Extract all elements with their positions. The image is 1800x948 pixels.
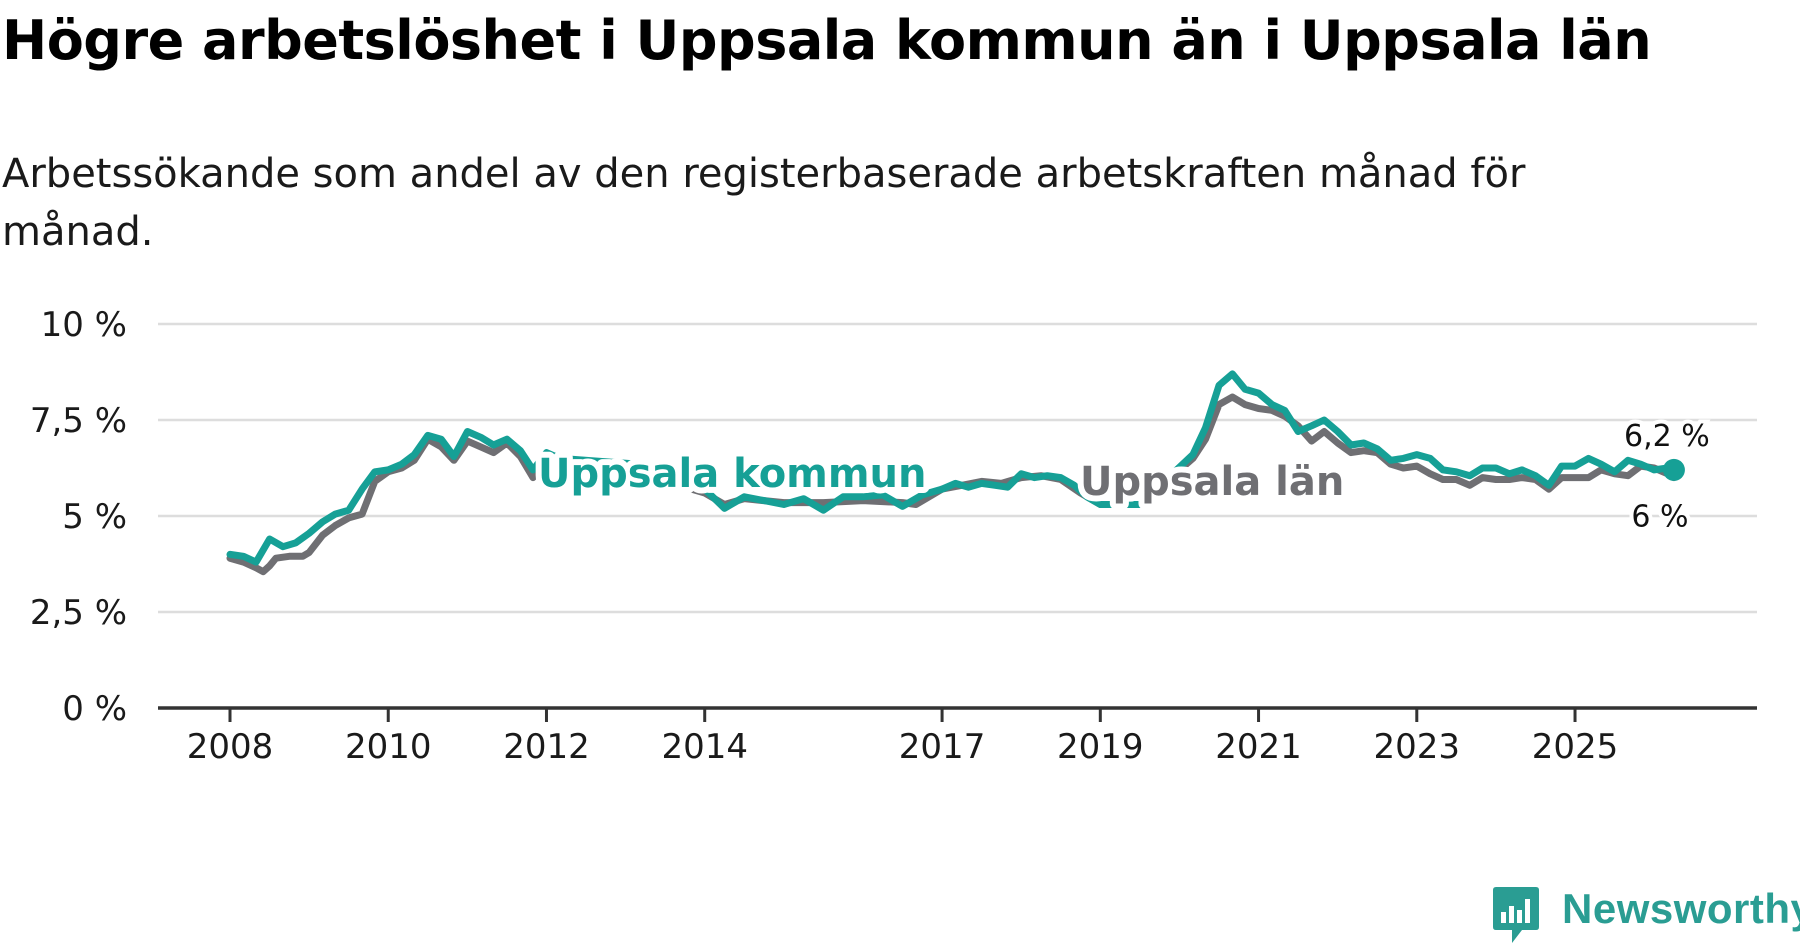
x-tick-label: 2012 [503, 727, 590, 767]
chart-title: Högre arbetslöshet i Uppsala kommun än i… [2, 9, 1652, 72]
brand-name: Newsworthy [1562, 885, 1800, 932]
y-axis-ticks: 0 % 2,5 % 5 % 7,5 % 10 % [30, 305, 127, 729]
x-tick-label: 2017 [899, 727, 986, 767]
y-tick-label: 7,5 % [30, 401, 127, 441]
chart-subtitle: Arbetssökande som andel av den registerb… [2, 151, 1526, 255]
y-tick-label: 0 % [62, 689, 127, 729]
end-value-label-uppsala-kommun: 6,2 % [1624, 419, 1710, 454]
x-tick-label: 2025 [1532, 727, 1619, 767]
x-tick-label: 2010 [345, 727, 432, 767]
series-labels: Uppsala kommun Uppsala län 6,2 % 6 % [532, 415, 1714, 539]
end-value-label-uppsala-lan: 6 % [1631, 500, 1688, 535]
grid-lines [158, 322, 1757, 614]
series-label-uppsala-kommun: Uppsala kommun [538, 451, 927, 497]
series-line-uppsala-kommun [226, 370, 1678, 566]
y-tick-label: 10 % [41, 305, 127, 345]
chart-series [226, 370, 1685, 576]
y-tick-label: 2,5 % [30, 593, 127, 633]
end-point-uppsala-kommun [1662, 458, 1685, 481]
series-label-uppsala-lan: Uppsala län [1080, 459, 1344, 505]
newsworthy-logo-icon [1493, 887, 1539, 943]
x-tick-label: 2014 [661, 727, 748, 767]
y-tick-label: 5 % [62, 497, 127, 537]
x-tick-label: 2021 [1215, 727, 1302, 767]
x-axis: 2008 2010 2012 2014 2017 2019 2021 2023 2025 [158, 706, 1757, 767]
x-tick-label: 2023 [1374, 727, 1461, 767]
x-tick-label: 2008 [187, 727, 274, 767]
x-tick-label: 2019 [1057, 727, 1144, 767]
